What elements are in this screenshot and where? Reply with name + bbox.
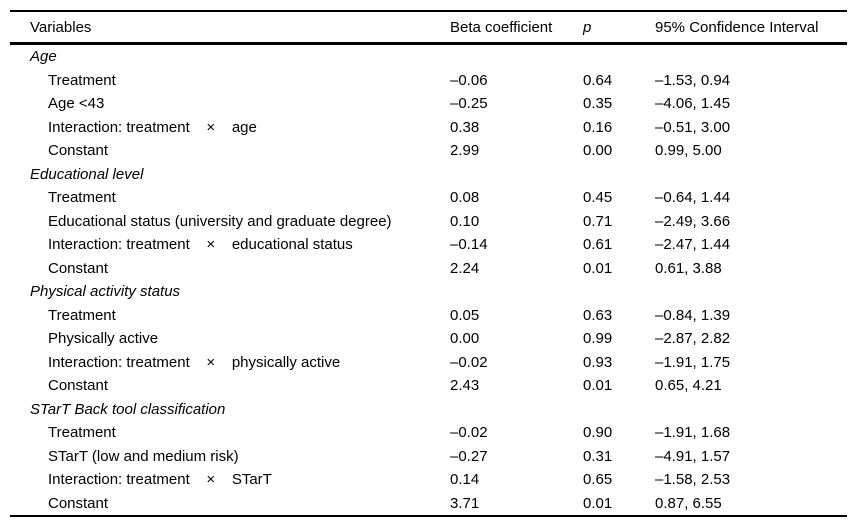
p-value: 0.45: [583, 189, 613, 207]
variable-cell: Constant: [48, 259, 109, 277]
section-title: Educational level: [30, 165, 144, 183]
column-header-variables: Variables: [10, 11, 450, 45]
p-value: 0.01: [583, 377, 613, 395]
p-value: 0.99: [583, 330, 613, 348]
column-header-confidence-interval: 95% Confidence Interval: [655, 11, 847, 45]
p-value: 0.71: [583, 212, 613, 230]
moderation-analysis-table: Variables Beta coefficient p 95% Confide…: [10, 10, 847, 517]
section-title: Age: [30, 48, 57, 66]
beta-value: 3.71: [450, 494, 480, 512]
variable-cell: Treatment: [48, 424, 116, 442]
beta-value: –0.02: [450, 353, 488, 371]
variable-cell: Interaction: treatment × educational sta…: [48, 236, 353, 254]
variable-cell: Educational status (university and gradu…: [48, 212, 392, 230]
ci-value: –1.58, 2.53: [655, 471, 731, 489]
table-row: Interaction: treatment × physically acti…: [10, 351, 847, 375]
beta-value: –0.25: [450, 95, 488, 113]
variable-cell: Treatment: [48, 71, 116, 89]
section-row-age: Age: [10, 44, 847, 69]
table-row: Interaction: treatment × educational sta…: [10, 233, 847, 257]
p-value: 0.35: [583, 95, 613, 113]
p-value: 0.01: [583, 494, 613, 512]
ci-value: –1.53, 0.94: [655, 71, 731, 89]
p-value: 0.65: [583, 471, 613, 489]
variable-cell: STarT (low and medium risk): [48, 447, 239, 465]
variable-cell: Interaction: treatment × physically acti…: [48, 353, 341, 371]
beta-value: 0.08: [450, 189, 480, 207]
p-value: 0.93: [583, 353, 613, 371]
table-row: Age <43 –0.25 0.35 –4.06, 1.45: [10, 92, 847, 116]
ci-value: –4.91, 1.57: [655, 447, 731, 465]
p-value: 0.90: [583, 424, 613, 442]
table-row: Treatment 0.08 0.45 –0.64, 1.44: [10, 186, 847, 210]
ci-value: 0.87, 6.55: [655, 494, 722, 512]
variable-cell: Constant: [48, 377, 109, 395]
table-row: Treatment –0.06 0.64 –1.53, 0.94: [10, 69, 847, 93]
p-value: 0.63: [583, 306, 613, 324]
table-row: STarT (low and medium risk) –0.27 0.31 –…: [10, 445, 847, 469]
section-row-educational-level: Educational level: [10, 163, 847, 187]
table-row: Constant 2.43 0.01 0.65, 4.21: [10, 374, 847, 398]
p-value: 0.64: [583, 71, 613, 89]
section-row-physical-activity-status: Physical activity status: [10, 280, 847, 304]
variable-cell: Age <43: [48, 95, 105, 113]
header-row: Variables Beta coefficient p 95% Confide…: [10, 11, 847, 45]
section-row-start-back-tool-classification: STarT Back tool classification: [10, 398, 847, 422]
table-row: Interaction: treatment × age 0.38 0.16 –…: [10, 116, 847, 140]
beta-value: 0.38: [450, 118, 480, 136]
variable-cell: Interaction: treatment × age: [48, 118, 257, 136]
column-header-beta-coefficient: Beta coefficient: [450, 11, 583, 45]
beta-value: –0.06: [450, 71, 488, 89]
ci-value: –0.64, 1.44: [655, 189, 731, 207]
beta-value: –0.14: [450, 236, 488, 254]
ci-value: –1.91, 1.75: [655, 353, 731, 371]
ci-value: 0.61, 3.88: [655, 259, 722, 277]
p-value: 0.00: [583, 142, 613, 160]
table-row: Treatment 0.05 0.63 –0.84, 1.39: [10, 304, 847, 328]
column-header-p-value: p: [583, 11, 655, 45]
ci-value: –2.49, 3.66: [655, 212, 731, 230]
p-value: 0.31: [583, 447, 613, 465]
beta-value: 2.99: [450, 142, 480, 160]
ci-value: –0.84, 1.39: [655, 306, 731, 324]
table-row: Interaction: treatment × STarT 0.14 0.65…: [10, 468, 847, 492]
variable-cell: Interaction: treatment × STarT: [48, 471, 272, 489]
ci-value: –2.47, 1.44: [655, 236, 731, 254]
section-title: STarT Back tool classification: [30, 400, 226, 418]
table-row: Physically active 0.00 0.99 –2.87, 2.82: [10, 327, 847, 351]
ci-value: –1.91, 1.68: [655, 424, 731, 442]
beta-value: 0.00: [450, 330, 480, 348]
beta-value: 0.14: [450, 471, 480, 489]
table-row: Constant 2.24 0.01 0.61, 3.88: [10, 257, 847, 281]
table-row: Treatment –0.02 0.90 –1.91, 1.68: [10, 421, 847, 445]
beta-value: –0.02: [450, 424, 488, 442]
beta-value: 2.24: [450, 259, 480, 277]
p-value: 0.16: [583, 118, 613, 136]
variable-cell: Physically active: [48, 330, 159, 348]
ci-value: –4.06, 1.45: [655, 95, 731, 113]
table-row: Constant 3.71 0.01 0.87, 6.55: [10, 492, 847, 517]
variable-cell: Treatment: [48, 306, 116, 324]
ci-value: 0.99, 5.00: [655, 142, 722, 160]
beta-value: 2.43: [450, 377, 480, 395]
section-title: Physical activity status: [30, 283, 181, 301]
ci-value: –2.87, 2.82: [655, 330, 731, 348]
variable-cell: Constant: [48, 142, 109, 160]
beta-value: –0.27: [450, 447, 488, 465]
ci-value: 0.65, 4.21: [655, 377, 722, 395]
p-value: 0.01: [583, 259, 613, 277]
beta-value: 0.05: [450, 306, 480, 324]
beta-value: 0.10: [450, 212, 480, 230]
table-row: Constant 2.99 0.00 0.99, 5.00: [10, 139, 847, 163]
variable-cell: Treatment: [48, 189, 116, 207]
p-value: 0.61: [583, 236, 613, 254]
variable-cell: Constant: [48, 494, 109, 512]
table-row: Educational status (university and gradu…: [10, 210, 847, 234]
ci-value: –0.51, 3.00: [655, 118, 731, 136]
